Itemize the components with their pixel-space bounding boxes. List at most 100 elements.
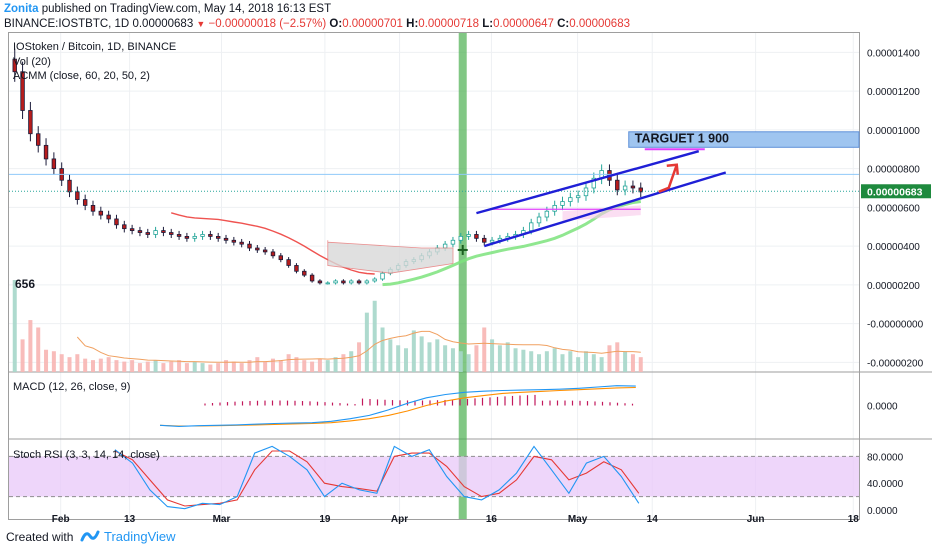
volume-bar <box>474 345 479 372</box>
volume-bar <box>278 360 283 372</box>
ohlc-line: BINANCE:IOSTBTC, 1D 0.00000683 ▼ −0.0000… <box>4 18 630 30</box>
volume-bar <box>20 339 25 372</box>
volume-bar <box>380 327 385 372</box>
candle-body <box>583 187 589 197</box>
volume-bar <box>521 349 526 372</box>
volume-bar <box>161 363 166 372</box>
candle-body <box>215 235 221 239</box>
volume-bar <box>239 363 244 372</box>
volume-bar <box>552 348 557 372</box>
target-box <box>628 131 860 148</box>
volume-bar <box>122 361 127 372</box>
candle-body <box>529 222 534 231</box>
candle-body <box>552 205 557 212</box>
candle-body <box>630 185 636 189</box>
candle-body <box>36 133 41 146</box>
candle-body <box>442 243 448 249</box>
candle-body <box>302 270 307 276</box>
volume-max-label: 656 <box>15 277 35 291</box>
volume-bar <box>529 351 534 372</box>
volume-bar <box>270 358 275 372</box>
volume-bar <box>490 339 495 372</box>
candle-body <box>482 237 487 243</box>
volume-bar <box>537 354 542 372</box>
volume-bar <box>200 363 205 372</box>
macd-pane: 0.0000 <box>159 385 898 427</box>
candle-body <box>489 239 495 243</box>
candle-body <box>262 249 268 253</box>
channel-upper-line <box>476 150 700 215</box>
stoch-tick: 40.0000 <box>867 479 904 490</box>
candle-body <box>247 243 252 249</box>
volume-bar <box>247 360 252 372</box>
candle-body <box>638 187 643 193</box>
time-tick: Feb <box>52 514 70 525</box>
candle-body <box>239 241 244 245</box>
volume-bar <box>59 354 64 372</box>
volume-bar <box>12 280 17 372</box>
grid-lines <box>9 33 932 519</box>
chart-frame[interactable] <box>8 32 860 520</box>
volume-bar <box>638 357 643 372</box>
volume-bar <box>591 354 596 372</box>
volume-bar <box>51 351 56 372</box>
volume-bar <box>427 342 432 372</box>
volume-ma-line <box>76 330 641 363</box>
price-tick: -0.00000000 <box>867 320 924 331</box>
price-tick: 0.00000683 <box>867 186 923 198</box>
volume-bar <box>231 361 236 372</box>
volume-bar <box>145 361 150 372</box>
volume-bar <box>90 360 95 372</box>
stoch-rsi-pane: 80.0000 40.0000 0.0000 <box>9 445 904 517</box>
footer: Created with TradingView <box>0 522 932 550</box>
candle-body <box>122 224 127 230</box>
candle-body <box>98 210 104 216</box>
volume-bar <box>333 357 338 372</box>
time-tick: 16 <box>486 514 498 525</box>
candle-body <box>20 71 25 111</box>
price-tick: 0.00000800 <box>867 165 920 176</box>
pane-labels: IOStoken / Bitcoin, 1D, BINANCE Vol (20) A… <box>13 41 176 461</box>
volume-bar <box>568 351 573 372</box>
price-axis: 0.00001400 0.00001200 0.00001000 0.00000800… <box>861 48 931 369</box>
volume-bar <box>505 342 510 372</box>
volume-bar <box>130 360 135 372</box>
volume-bar <box>67 357 72 372</box>
volume-bar <box>419 336 424 372</box>
volume-bar <box>349 351 354 372</box>
time-tick: 18 <box>848 514 860 525</box>
volume-bar <box>184 363 189 372</box>
stoch-band <box>9 456 859 497</box>
volume-bar <box>364 312 369 372</box>
candle-body <box>137 230 143 233</box>
target-label: TARGUET 1 900 <box>635 131 729 145</box>
author-link[interactable]: Zonita <box>4 3 39 15</box>
volume-bar <box>114 360 119 372</box>
time-tick: May <box>568 514 588 525</box>
candle-body <box>317 280 323 284</box>
candle-body <box>380 272 385 280</box>
volume-bar <box>325 360 330 372</box>
published-text: published on TradingView.com, May 14, 20… <box>41 3 332 15</box>
volume-bar <box>294 357 299 372</box>
candle-body <box>622 185 628 191</box>
volume-bar <box>341 354 346 372</box>
candle-body <box>575 195 581 199</box>
tradingview-brand[interactable]: TradingView <box>104 529 176 544</box>
volume-bar <box>255 357 260 372</box>
open-value: 0.00000701 <box>342 18 403 30</box>
high-label: H: <box>406 18 419 30</box>
time-tick: 19 <box>319 514 331 525</box>
volume-bar <box>544 351 549 372</box>
vertical-highlight-bar <box>458 33 467 519</box>
candle-body <box>450 239 456 245</box>
volume-bar <box>224 360 229 372</box>
candle-body <box>161 230 166 233</box>
volume-bar <box>36 327 41 372</box>
candle-body <box>372 278 377 282</box>
candle-body <box>90 205 96 212</box>
candle-body <box>341 280 346 284</box>
candle-body <box>325 282 330 285</box>
high-value: 0.00000718 <box>418 18 480 30</box>
